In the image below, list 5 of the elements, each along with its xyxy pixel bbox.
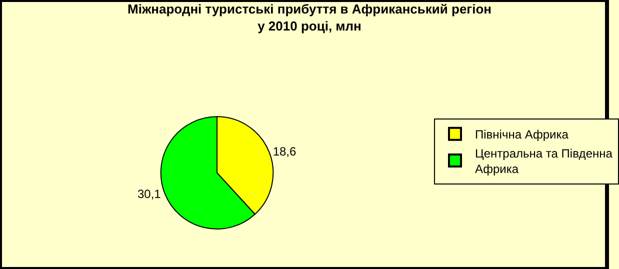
- legend-label: Центральна та Південна Африка: [475, 146, 613, 176]
- data-label: 30,1: [137, 187, 162, 202]
- legend-label: Північна Африка: [475, 128, 569, 142]
- chart-title: Міжнародні туристські прибуття в Африканський регіон у 2010 році, млн: [128, 1, 492, 34]
- data-label: 18,6: [272, 144, 297, 159]
